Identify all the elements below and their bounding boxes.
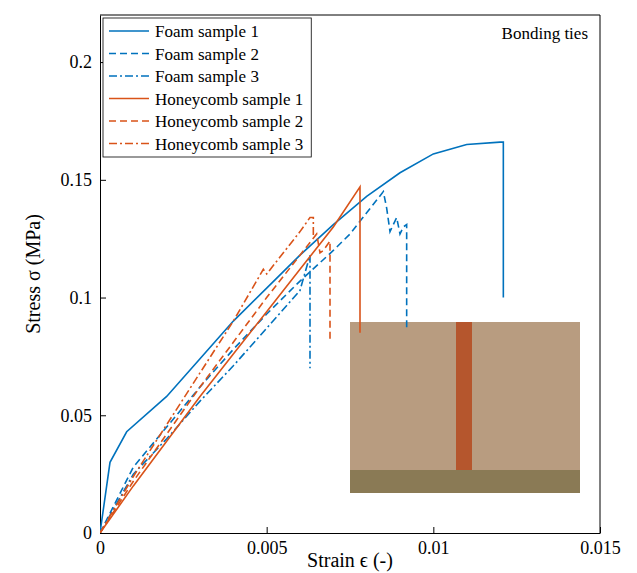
inset-photo [350, 322, 580, 493]
x-tick-label: 0.015 [580, 538, 621, 558]
x-tick: 0.005 [247, 527, 288, 558]
series-lines [100, 142, 503, 533]
x-axis-title: Strain ϵ (-) [307, 549, 393, 572]
series-line [100, 142, 503, 533]
y-axis-line [100, 16, 101, 534]
legend-swatch [109, 75, 149, 77]
x-tick-label: 0 [96, 538, 105, 558]
legend-box [103, 18, 311, 157]
frame-top [100, 15, 600, 16]
y-axis: 0 0.05 0.1 0.15 0.2 [61, 16, 107, 544]
y-tick-mark [100, 180, 106, 181]
y-tick-label: 0 [83, 523, 92, 543]
legend-label: Foam sample 3 [155, 67, 259, 86]
y-tick: 0.05 [61, 406, 107, 426]
x-tick-label: 0.005 [247, 538, 288, 558]
y-tick-mark [100, 533, 106, 534]
frame-right [600, 15, 601, 533]
legend-swatch [109, 143, 149, 145]
legend-swatch [109, 53, 149, 55]
chart: 0 0.005 0.01 0.015 0 0.05 0.1 0.15 0.2 Bonding ti… [0, 0, 637, 573]
y-tick-label: 0.15 [61, 170, 93, 190]
y-tick: 0.15 [61, 170, 107, 190]
plot: 0 0.005 0.01 0.015 0 0.05 0.1 0.15 0.2 Bonding ti… [61, 15, 621, 558]
legend-swatch [109, 98, 149, 100]
legend-label: Honeycomb sample 3 [155, 135, 303, 154]
y-axis-title: Stress σ (MPa) [22, 214, 45, 334]
legend-swatch [109, 30, 149, 32]
series-line [100, 217, 313, 533]
inset-specimen [456, 322, 472, 482]
legend-label: Foam sample 1 [155, 22, 259, 41]
y-tick: 0.1 [70, 288, 107, 308]
y-tick-label: 0.1 [70, 288, 93, 308]
x-tick-mark [267, 527, 268, 533]
annotation: Bonding ties [502, 24, 588, 43]
legend-label: Foam sample 2 [155, 45, 259, 64]
y-tick: 0 [83, 523, 106, 543]
legend-label: Honeycomb sample 2 [155, 112, 303, 131]
legend: Foam sample 1 Foam sample 2 Foam sample 3 H… [103, 18, 311, 157]
x-axis-line [101, 533, 601, 534]
inset-base [350, 470, 580, 493]
legend-swatch [109, 120, 149, 122]
y-tick-label: 0.05 [61, 406, 93, 426]
x-tick-mark [433, 527, 434, 533]
series-line [100, 234, 330, 533]
series-line [100, 187, 360, 533]
y-tick-mark [100, 298, 106, 299]
x-tick: 0.01 [418, 527, 450, 558]
y-tick-label: 0.2 [70, 52, 93, 72]
inset-background [350, 322, 580, 493]
y-tick: 0.2 [70, 52, 107, 72]
x-tick-label: 0.01 [418, 538, 450, 558]
y-tick-mark [100, 415, 106, 416]
legend-label: Honeycomb sample 1 [155, 90, 303, 109]
